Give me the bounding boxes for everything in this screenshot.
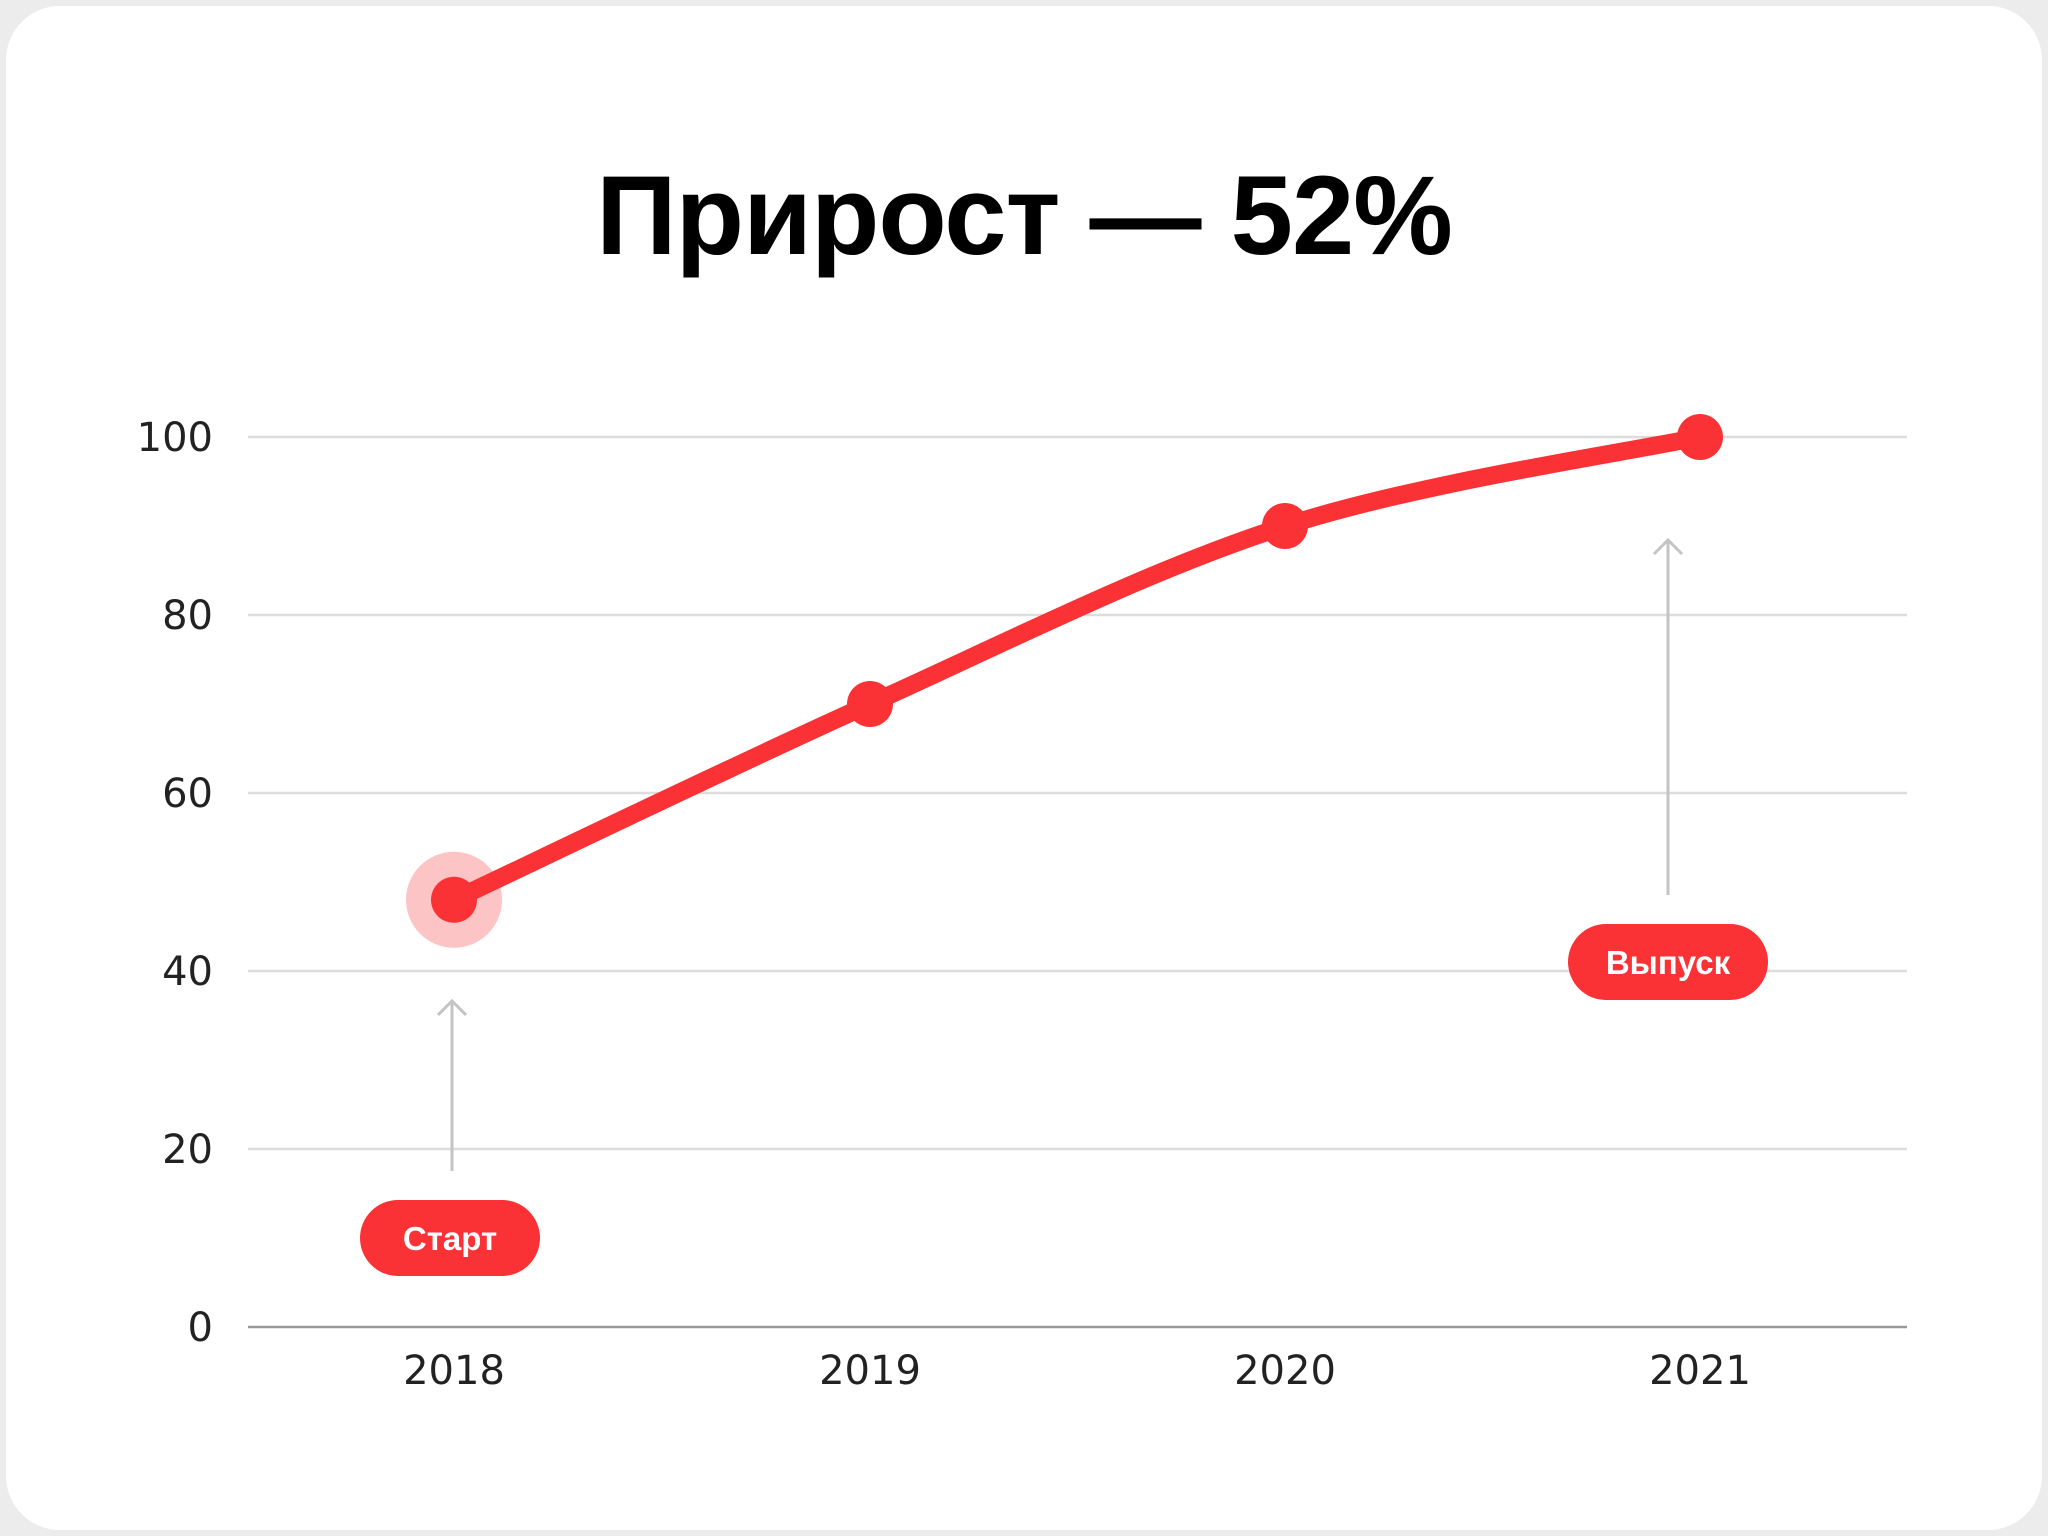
- y-tick-label: 80: [162, 593, 213, 639]
- x-tick-label: 2021: [1649, 1348, 1751, 1394]
- arrow-head-icon: [1652, 537, 1684, 556]
- y-tick-label: 40: [162, 949, 213, 995]
- data-point: [1262, 503, 1308, 549]
- annotation-badge: [1568, 924, 1768, 1000]
- y-tick-label: 20: [162, 1127, 213, 1173]
- arrow-head-icon: [436, 998, 468, 1017]
- y-tick-label: 100: [137, 415, 213, 461]
- y-tick-label: 60: [162, 771, 213, 817]
- chart-card: Прирост — 52%: [6, 6, 2042, 1530]
- annotation-badge: [360, 1200, 540, 1276]
- annotation-label: Старт: [403, 1220, 497, 1257]
- y-tick-label: 0: [188, 1305, 213, 1351]
- data-point: [431, 876, 477, 923]
- annotation-label: Выпуск: [1606, 944, 1731, 981]
- data-point: [1677, 414, 1723, 460]
- x-tick-label: 2019: [819, 1348, 921, 1394]
- data-point: [847, 681, 893, 727]
- x-tick-label: 2018: [403, 1348, 505, 1394]
- series-line: [445, 428, 1709, 909]
- x-tick-label: 2020: [1234, 1348, 1336, 1394]
- chart-title: Прирост — 52%: [596, 153, 1453, 278]
